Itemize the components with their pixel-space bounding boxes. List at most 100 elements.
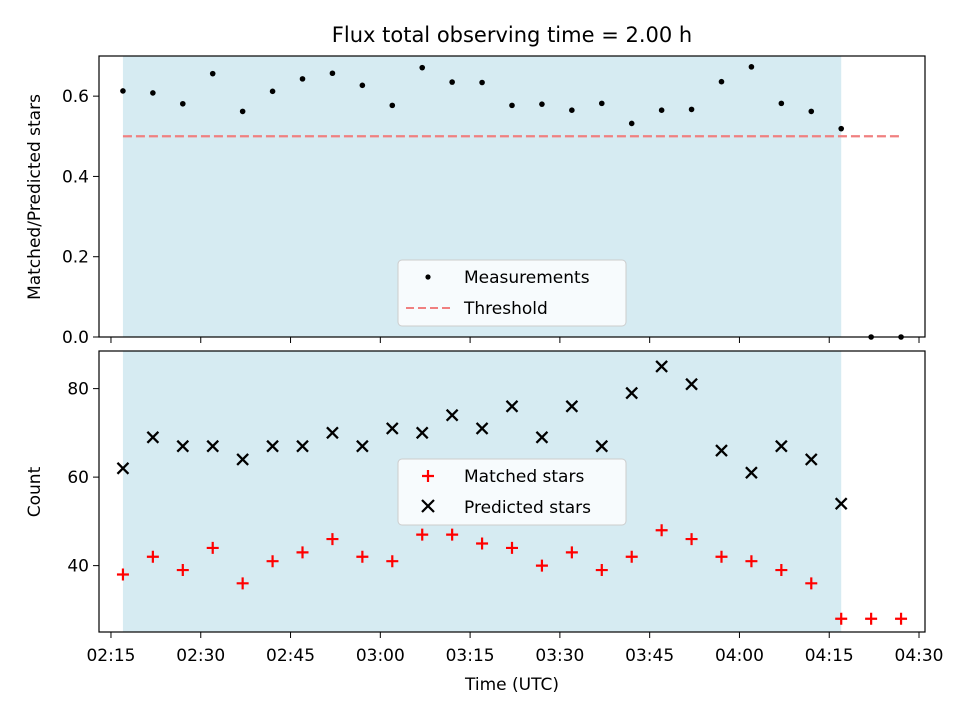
predicted-point: [535, 430, 549, 444]
chart-title: Flux total observing time = 2.00 h: [332, 23, 692, 47]
y-tick-label: 80: [67, 380, 89, 400]
matched-point: [296, 546, 309, 559]
bottom-legend: Matched stars Predicted stars: [397, 458, 627, 526]
measurement-point: [628, 120, 635, 127]
predicted-point: [834, 497, 848, 510]
predicted-point: [685, 377, 698, 391]
predicted-point: [385, 422, 399, 435]
legend-predicted-marker: [421, 499, 435, 513]
predicted-point: [745, 466, 758, 480]
measurement-point: [389, 102, 396, 109]
predicted-point: [715, 444, 728, 457]
x-tick-label: 04:00: [715, 646, 764, 666]
matched-point: [116, 568, 129, 581]
predicted-point: [415, 426, 429, 440]
y-tick-label: 60: [67, 468, 89, 488]
matched-point: [206, 541, 219, 554]
top-ylabel: Matched/Predicted stars: [25, 94, 45, 300]
matched-point: [715, 550, 728, 563]
measurement-point: [509, 102, 515, 109]
top-legend: Measurements Threshold: [397, 259, 627, 327]
matched-point: [476, 537, 489, 550]
measurement-point: [150, 90, 156, 96]
measurement-point: [329, 70, 336, 77]
measurement-point: [778, 100, 785, 107]
measurement-point: [598, 100, 605, 107]
bottom-marks: [116, 360, 908, 625]
legend-predicted-label: Predicted stars: [464, 498, 591, 518]
matched-point: [535, 559, 548, 572]
x-tick-label: 02:30: [176, 646, 225, 666]
legend-measurements-marker: [425, 274, 431, 280]
y-tick-label: 0.4: [62, 167, 89, 187]
x-tick-label: 03:15: [446, 646, 495, 666]
measurement-point: [479, 79, 485, 86]
top-legend-box: [397, 259, 627, 327]
matched-point: [176, 564, 189, 577]
matched-point: [685, 533, 698, 546]
measurement-point: [419, 64, 426, 71]
measurement-point: [209, 70, 216, 77]
x-tick-label: 03:45: [625, 646, 674, 666]
x-tick-label: 02:15: [86, 646, 135, 666]
predicted-point: [356, 439, 369, 453]
legend-measurements-label: Measurements: [464, 268, 590, 288]
matched-point: [805, 577, 818, 590]
predicted-point: [505, 400, 519, 413]
y-tick-label: 0.2: [62, 248, 89, 268]
matched-point: [775, 564, 788, 577]
legend-matched-marker: [422, 470, 434, 482]
measurement-point: [120, 88, 126, 94]
bottom-ylabel: Count: [25, 466, 45, 517]
matched-point: [595, 564, 608, 577]
measurement-point: [569, 107, 575, 113]
top-panel: 0.0 0.2 0.4 0.6 Matched/Predicted stars Mea…: [25, 55, 926, 348]
matched-point: [146, 550, 159, 563]
y-tick-label: 0.0: [62, 328, 89, 348]
predicted-point: [266, 439, 279, 453]
matched-point: [236, 577, 249, 590]
bottom-xlabel: Time (UTC): [464, 675, 559, 695]
legend-matched-label: Matched stars: [464, 467, 584, 487]
measurement-point: [748, 64, 755, 70]
measurement-point: [179, 100, 186, 107]
matched-point: [655, 524, 668, 537]
legend-threshold-label: Threshold: [463, 299, 548, 319]
x-tick-label: 03:30: [535, 646, 584, 666]
measurement-point: [688, 106, 695, 113]
matched-point: [416, 528, 429, 541]
matched-point: [356, 550, 369, 563]
bottom-frame: [98, 350, 926, 633]
measurement-point: [359, 82, 366, 89]
predicted-point: [804, 453, 818, 466]
predicted-point: [236, 453, 249, 466]
predicted-point: [475, 422, 489, 435]
x-tick-label: 02:45: [266, 646, 315, 666]
measurement-point: [658, 107, 665, 113]
predicted-point: [595, 439, 609, 453]
predicted-point: [296, 439, 309, 453]
predicted-point: [775, 439, 788, 453]
x-tick-label: 04:30: [895, 646, 944, 666]
matched-point: [266, 555, 279, 568]
matched-point: [506, 541, 518, 554]
bottom-axes: 40 60 80 02:15 02:30 02:45 03:00 03:15 03:30 03:4…: [67, 380, 943, 666]
predicted-point: [625, 386, 639, 400]
measurement-point: [838, 125, 845, 132]
predicted-point: [655, 360, 668, 373]
matched-point: [326, 533, 339, 546]
predicted-point: [326, 426, 339, 440]
top-marks: [120, 64, 904, 340]
measurement-point: [239, 108, 246, 115]
y-tick-label: 40: [67, 557, 89, 577]
predicted-point: [206, 439, 220, 453]
predicted-point: [176, 439, 190, 453]
predicted-point: [445, 408, 459, 422]
bottom-legend-box: [397, 458, 627, 526]
matched-point: [625, 550, 638, 563]
predicted-point: [116, 461, 130, 475]
matched-point: [565, 546, 578, 559]
measurement-point: [269, 88, 276, 95]
x-tick-label: 03:00: [356, 646, 405, 666]
